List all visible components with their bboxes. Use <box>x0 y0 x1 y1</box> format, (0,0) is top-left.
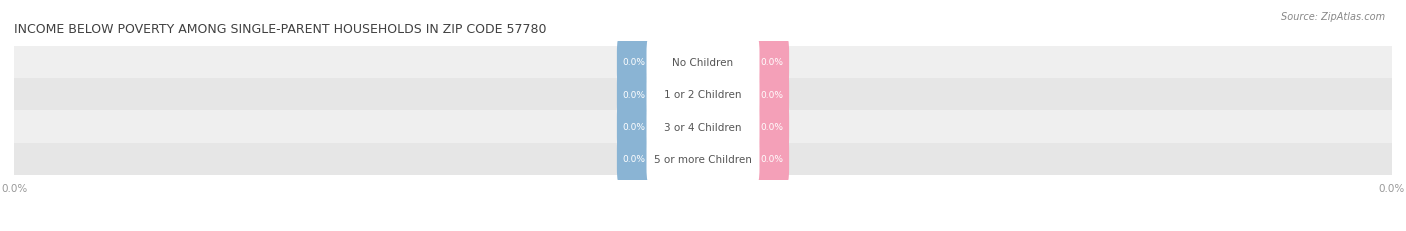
Text: Source: ZipAtlas.com: Source: ZipAtlas.com <box>1281 12 1385 21</box>
Bar <box>14 46 1392 79</box>
FancyBboxPatch shape <box>647 69 759 121</box>
Text: 0.0%: 0.0% <box>623 155 645 164</box>
Text: No Children: No Children <box>672 58 734 67</box>
FancyBboxPatch shape <box>617 134 651 185</box>
Legend: Single Father, Single Mother: Single Father, Single Mother <box>603 228 803 231</box>
Bar <box>14 111 1392 143</box>
FancyBboxPatch shape <box>755 37 789 88</box>
FancyBboxPatch shape <box>647 101 759 153</box>
FancyBboxPatch shape <box>755 101 789 153</box>
Text: 1 or 2 Children: 1 or 2 Children <box>664 90 742 100</box>
FancyBboxPatch shape <box>755 134 789 185</box>
Text: 0.0%: 0.0% <box>761 122 783 131</box>
Bar <box>14 79 1392 111</box>
FancyBboxPatch shape <box>617 69 651 121</box>
Text: 0.0%: 0.0% <box>623 58 645 67</box>
FancyBboxPatch shape <box>617 37 651 88</box>
FancyBboxPatch shape <box>617 101 651 153</box>
Text: 0.0%: 0.0% <box>761 90 783 99</box>
Text: 5 or more Children: 5 or more Children <box>654 154 752 164</box>
Text: 3 or 4 Children: 3 or 4 Children <box>664 122 742 132</box>
FancyBboxPatch shape <box>647 37 759 88</box>
Text: 0.0%: 0.0% <box>761 58 783 67</box>
Text: 0.0%: 0.0% <box>623 90 645 99</box>
FancyBboxPatch shape <box>755 69 789 121</box>
FancyBboxPatch shape <box>647 134 759 185</box>
Text: 0.0%: 0.0% <box>761 155 783 164</box>
Bar <box>14 143 1392 175</box>
Text: 0.0%: 0.0% <box>623 122 645 131</box>
Text: INCOME BELOW POVERTY AMONG SINGLE-PARENT HOUSEHOLDS IN ZIP CODE 57780: INCOME BELOW POVERTY AMONG SINGLE-PARENT… <box>14 23 547 36</box>
